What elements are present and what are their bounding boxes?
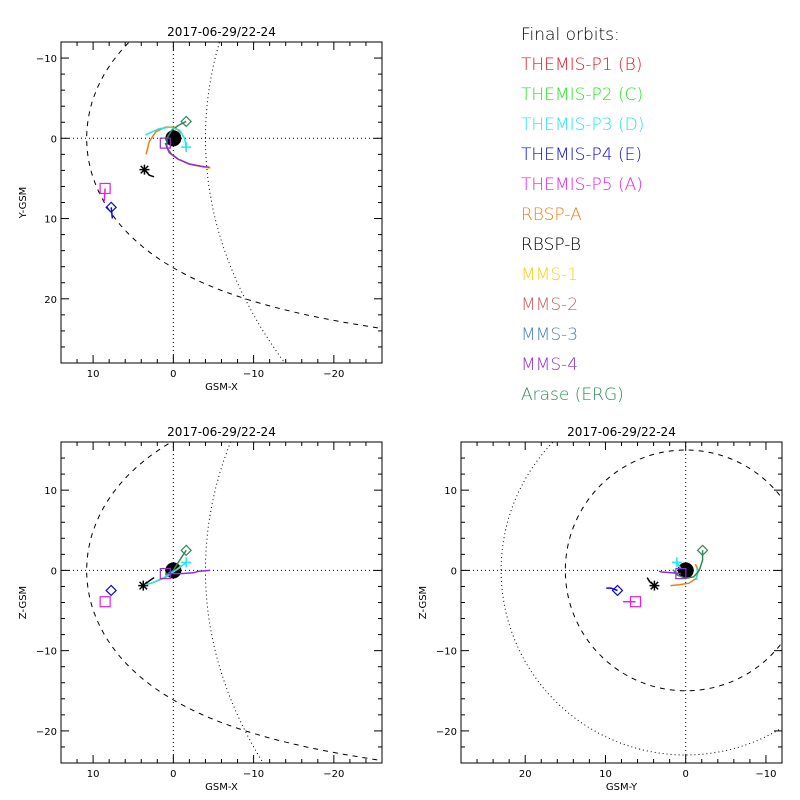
y-axis-label: Z-GSM: [18, 586, 29, 619]
y-axis-label: Z-GSM: [418, 586, 429, 619]
legend-item: RBSP-A: [521, 205, 582, 225]
bow-shock: [205, 442, 264, 763]
square-marker: [675, 568, 687, 580]
legend-item: MMS-1: [521, 265, 579, 285]
plot-frame: [60, 441, 383, 764]
square-marker: [99, 596, 111, 608]
asterisk-marker: [649, 580, 660, 591]
orbit-track: [145, 561, 187, 586]
y-tick-label: −10: [36, 54, 57, 65]
square-marker: [159, 568, 171, 580]
orbit-track: [103, 188, 106, 201]
y-tick-label: −10: [36, 647, 57, 658]
plus-marker: [671, 557, 682, 568]
square-marker: [99, 182, 111, 195]
asterisk-marker: [138, 580, 149, 591]
orbit-track: [110, 207, 114, 219]
square-marker: [629, 596, 642, 608]
orbit-track: [658, 570, 681, 575]
x-tick-label: −20: [323, 369, 344, 380]
legend-item: Arase (ERG): [521, 385, 624, 405]
panel-3: 2017-06-29/22-24 GSM-Y Z-GSM 20 10 0 −10 10 0 −10…: [418, 425, 783, 793]
plot-frame: [460, 441, 783, 764]
y-tick-label: 10: [444, 486, 457, 497]
panel-1: 2017-06-29/22-24 GSM-X Y-GSM 10 0 −10 −20 −10 0 1…: [18, 25, 383, 393]
plot-frame: [60, 41, 383, 364]
x-tick-label: 0: [170, 369, 176, 380]
orbit-track: [670, 563, 700, 587]
orbit-track: [145, 126, 182, 155]
x-tick-label: −10: [243, 769, 264, 780]
y-tick-label: 10: [44, 486, 57, 497]
diamond-marker: [696, 544, 709, 557]
y-tick-label: 0: [51, 134, 57, 145]
legend-item: THEMIS-P2 (C): [521, 85, 644, 105]
y-tick-label: 10: [44, 215, 57, 226]
panel-title: 2017-06-29/22-24: [567, 425, 676, 439]
orbit-track: [606, 587, 618, 592]
x-tick-label: −10: [755, 769, 776, 780]
diamond-marker: [180, 115, 193, 128]
orbit-track: [164, 142, 210, 168]
plot-area: [61, 442, 382, 763]
x-axis-label: GSM-X: [205, 782, 238, 793]
x-tick-label: −20: [323, 769, 344, 780]
orbit-track: [144, 126, 187, 148]
x-tick-label: 20: [519, 769, 532, 780]
plot-area: [61, 42, 382, 363]
plus-marker: [181, 142, 192, 153]
y-axis-label: Y-GSM: [18, 187, 29, 220]
orbit-track: [672, 550, 704, 580]
plot-area: [461, 442, 782, 763]
legend-item: THEMIS-P1 (B): [521, 55, 643, 75]
y-tick-label: −20: [436, 727, 457, 738]
x-tick-label: 0: [170, 769, 176, 780]
legend-title: Final orbits:: [521, 25, 620, 45]
panel-title: 2017-06-29/22-24: [167, 25, 276, 39]
square-marker: [159, 137, 171, 149]
legend-item: THEMIS-P3 (D): [521, 115, 645, 135]
asterisk-marker: [139, 164, 150, 175]
orbit-track: [695, 567, 699, 581]
magnetopause: [86, 42, 382, 330]
orbit-track: [164, 549, 187, 576]
y-tick-label: 20: [44, 295, 57, 306]
x-tick-label: −10: [243, 369, 264, 380]
legend-item: MMS-3: [521, 325, 579, 345]
panel-title: 2017-06-29/22-24: [167, 425, 276, 439]
orbit-track: [165, 569, 211, 575]
legend-item: RBSP-B: [521, 235, 581, 255]
diamond-marker: [105, 201, 118, 214]
legend-item: THEMIS-P4 (E): [521, 145, 642, 165]
panel-2: 2017-06-29/22-24 GSM-X Z-GSM 10 0 −10 −20 10 0 −1…: [18, 425, 383, 793]
bow-shock: [205, 42, 286, 363]
y-tick-label: −20: [36, 727, 57, 738]
y-tick-label: 0: [51, 566, 57, 577]
y-tick-label: −10: [436, 647, 457, 658]
x-tick-label: 10: [87, 369, 100, 380]
legend-item: MMS-4: [521, 355, 579, 375]
x-axis-label: GSM-X: [205, 382, 238, 393]
x-axis-label: GSM-Y: [606, 782, 638, 793]
x-tick-label: 0: [683, 769, 689, 780]
legend-item: MMS-2: [521, 295, 579, 315]
legend: Final orbits: THEMIS-P1 (B) THEMIS-P2 (C)…: [521, 20, 644, 410]
legend-item: THEMIS-P5 (A): [521, 175, 643, 195]
diamond-marker: [180, 544, 193, 557]
y-tick-label: 0: [451, 566, 457, 577]
diamond-marker: [105, 584, 118, 597]
x-tick-label: 10: [87, 769, 100, 780]
diamond-marker: [611, 584, 624, 597]
x-tick-label: 10: [599, 769, 612, 780]
plus-marker: [181, 557, 192, 568]
